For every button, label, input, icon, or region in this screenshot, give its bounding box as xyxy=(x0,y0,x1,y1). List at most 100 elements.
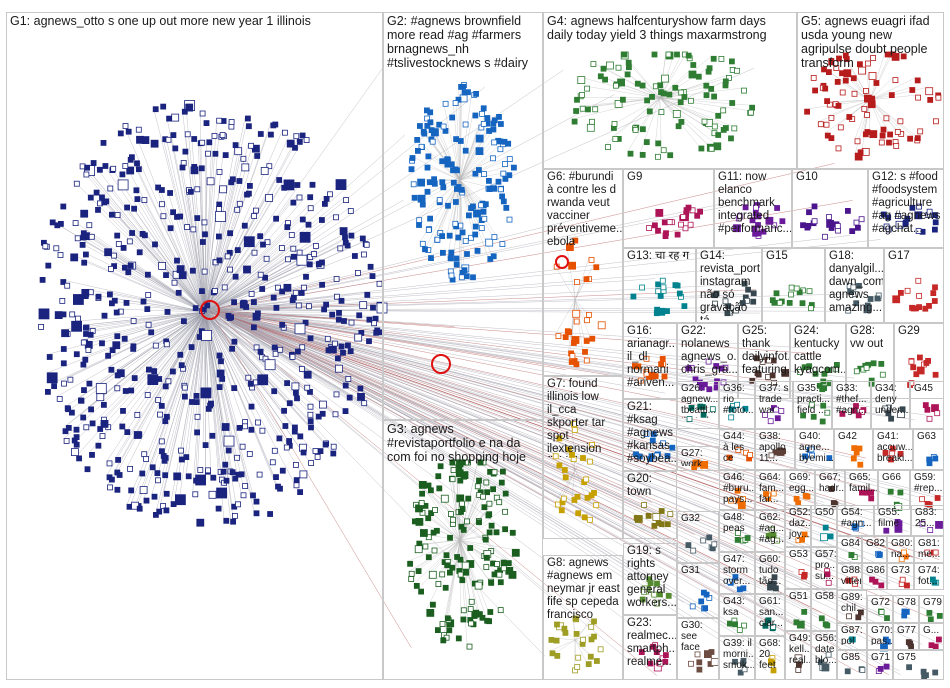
edge-g4 xyxy=(600,66,661,99)
node-g1 xyxy=(283,444,290,451)
node-g5 xyxy=(861,106,868,112)
node-g2 xyxy=(416,222,422,228)
node-g1 xyxy=(158,448,165,455)
group-pane-g62 xyxy=(755,510,785,552)
edge-g1 xyxy=(204,311,255,511)
node-g1 xyxy=(97,166,103,173)
node-g2 xyxy=(429,138,436,145)
node-g1 xyxy=(179,164,186,171)
node-g32 xyxy=(711,541,718,548)
cross-edge xyxy=(209,309,818,613)
cross-edge xyxy=(209,278,656,311)
node-g1 xyxy=(171,279,178,286)
edge-g8 xyxy=(574,639,581,642)
node-g10 xyxy=(855,224,861,231)
node-g2 xyxy=(439,158,446,165)
node-g2 xyxy=(409,155,416,161)
group-pane-g1 xyxy=(6,12,383,680)
node-g5 xyxy=(810,75,817,81)
node-g1 xyxy=(106,460,113,467)
node-g1 xyxy=(262,274,269,281)
group-label-g45: G45 xyxy=(914,383,933,394)
edge-g3 xyxy=(459,539,488,610)
node-g1 xyxy=(110,165,117,172)
edge-g1 xyxy=(84,165,206,313)
node-g1 xyxy=(73,294,84,305)
node-g36 xyxy=(728,414,735,421)
edge-g1 xyxy=(74,181,206,313)
node-g80 xyxy=(901,549,907,556)
node-g2 xyxy=(482,201,489,208)
edge-g1 xyxy=(153,311,206,344)
node-g49 xyxy=(796,662,802,668)
node-g3 xyxy=(413,583,420,589)
node-g1 xyxy=(343,197,350,204)
node-g26 xyxy=(709,406,716,413)
node-g20 xyxy=(664,521,671,528)
group-label-g7: G7: found illinois low il_cca skporter t… xyxy=(547,378,606,457)
node-g1 xyxy=(223,435,235,447)
edge-g5 xyxy=(854,99,871,139)
node-g84 xyxy=(848,552,855,558)
node-g1 xyxy=(281,129,288,136)
node-g1 xyxy=(290,199,297,206)
node-g2 xyxy=(408,166,415,173)
node-g56 xyxy=(825,651,832,658)
node-g1 xyxy=(81,387,87,394)
node-g1 xyxy=(230,518,237,525)
edge-g1 xyxy=(124,204,206,313)
node-g1 xyxy=(167,225,174,232)
node-g2 xyxy=(439,233,446,240)
node-g56 xyxy=(817,659,824,666)
node-g2 xyxy=(434,236,441,243)
node-g2 xyxy=(427,119,434,126)
edge-g4 xyxy=(659,97,748,111)
node-g1 xyxy=(344,342,351,349)
node-g6 xyxy=(568,359,575,365)
edge-g3 xyxy=(459,511,487,541)
node-g1 xyxy=(293,482,300,489)
node-g2 xyxy=(472,223,479,230)
node-g26 xyxy=(688,404,695,411)
node-g1 xyxy=(65,424,72,431)
node-g1 xyxy=(143,456,150,462)
node-g1 xyxy=(248,142,254,149)
node-g1 xyxy=(216,487,228,499)
node-g4 xyxy=(674,51,680,58)
node-g61 xyxy=(765,617,772,624)
node-g53 xyxy=(801,573,807,580)
edge-g1 xyxy=(146,311,206,368)
node-g1 xyxy=(61,380,67,387)
node-g1 xyxy=(336,309,342,316)
node-g1 xyxy=(238,471,245,478)
node-g7 xyxy=(556,435,563,442)
node-g3 xyxy=(457,477,464,484)
edge-g2 xyxy=(424,164,461,181)
node-g42 xyxy=(850,455,857,462)
node-g1 xyxy=(164,308,171,315)
node-g2 xyxy=(414,147,421,154)
node-g2 xyxy=(426,179,433,186)
node-g1 xyxy=(80,414,87,421)
node-g1 xyxy=(157,411,163,418)
node-g1 xyxy=(294,323,306,335)
edge-g1 xyxy=(47,311,206,373)
node-g2 xyxy=(485,177,492,184)
node-g1 xyxy=(69,409,75,416)
node-g68 xyxy=(770,667,777,674)
node-g9 xyxy=(680,213,687,220)
node-g25 xyxy=(766,357,772,364)
node-g1 xyxy=(46,354,53,360)
node-g12 xyxy=(932,219,939,226)
node-g1 xyxy=(59,297,66,304)
node-g3 xyxy=(511,548,520,557)
node-g1 xyxy=(122,123,129,129)
node-g1 xyxy=(299,132,306,139)
node-g1 xyxy=(60,346,67,352)
node-g10 xyxy=(858,216,865,223)
edge-g1 xyxy=(204,311,230,347)
node-g1 xyxy=(239,443,246,450)
group-pane-g81 xyxy=(914,536,944,563)
node-g1 xyxy=(95,442,102,449)
node-g1 xyxy=(54,222,61,229)
